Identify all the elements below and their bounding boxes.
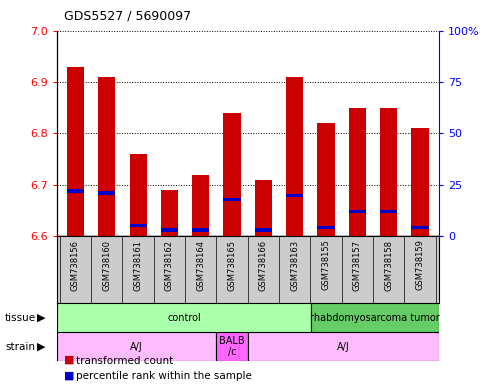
Bar xyxy=(216,332,247,361)
Text: GSM738163: GSM738163 xyxy=(290,240,299,291)
Text: ■: ■ xyxy=(64,370,74,380)
Text: GSM738161: GSM738161 xyxy=(134,240,142,291)
Bar xyxy=(312,303,439,332)
Text: GSM738159: GSM738159 xyxy=(416,240,424,290)
Bar xyxy=(98,192,115,195)
Text: rhabdomyosarcoma tumor: rhabdomyosarcoma tumor xyxy=(310,313,440,323)
Text: GSM738158: GSM738158 xyxy=(384,240,393,291)
Text: ▶: ▶ xyxy=(37,313,45,323)
Bar xyxy=(411,227,428,230)
Bar xyxy=(130,154,147,236)
Text: percentile rank within the sample: percentile rank within the sample xyxy=(76,371,252,381)
Bar xyxy=(67,189,84,192)
Text: GSM738164: GSM738164 xyxy=(196,240,205,291)
Text: GSM738156: GSM738156 xyxy=(71,240,80,291)
Bar xyxy=(130,224,147,227)
Text: transformed count: transformed count xyxy=(76,356,174,366)
Bar xyxy=(286,194,303,197)
Bar xyxy=(57,303,312,332)
Bar xyxy=(247,332,439,361)
Bar xyxy=(349,108,366,236)
Text: GSM738160: GSM738160 xyxy=(103,240,111,291)
Text: GSM738155: GSM738155 xyxy=(321,240,330,290)
Text: control: control xyxy=(167,313,201,323)
Bar xyxy=(255,228,272,232)
Text: GDS5527 / 5690097: GDS5527 / 5690097 xyxy=(64,10,191,23)
Bar xyxy=(192,228,210,232)
Bar xyxy=(223,198,241,201)
Text: BALB
/c: BALB /c xyxy=(219,336,245,358)
Bar xyxy=(380,210,397,213)
Bar xyxy=(411,128,428,236)
Text: GSM738162: GSM738162 xyxy=(165,240,174,291)
Text: GSM738157: GSM738157 xyxy=(353,240,362,291)
Bar xyxy=(255,180,272,236)
Text: A/J: A/J xyxy=(337,341,350,352)
Text: strain: strain xyxy=(5,341,35,352)
Bar xyxy=(192,175,210,236)
Bar xyxy=(161,228,178,232)
Bar xyxy=(317,227,335,230)
Bar xyxy=(380,108,397,236)
Text: A/J: A/J xyxy=(130,341,142,352)
Text: GSM738165: GSM738165 xyxy=(228,240,237,291)
Bar xyxy=(349,210,366,213)
Text: tissue: tissue xyxy=(5,313,36,323)
Bar xyxy=(286,77,303,236)
Bar xyxy=(67,67,84,236)
Bar xyxy=(317,123,335,236)
Bar xyxy=(57,332,216,361)
Bar xyxy=(161,190,178,236)
Text: ▶: ▶ xyxy=(37,341,45,352)
Text: ■: ■ xyxy=(64,355,74,365)
Text: GSM738166: GSM738166 xyxy=(259,240,268,291)
Bar xyxy=(223,113,241,236)
Bar xyxy=(98,77,115,236)
